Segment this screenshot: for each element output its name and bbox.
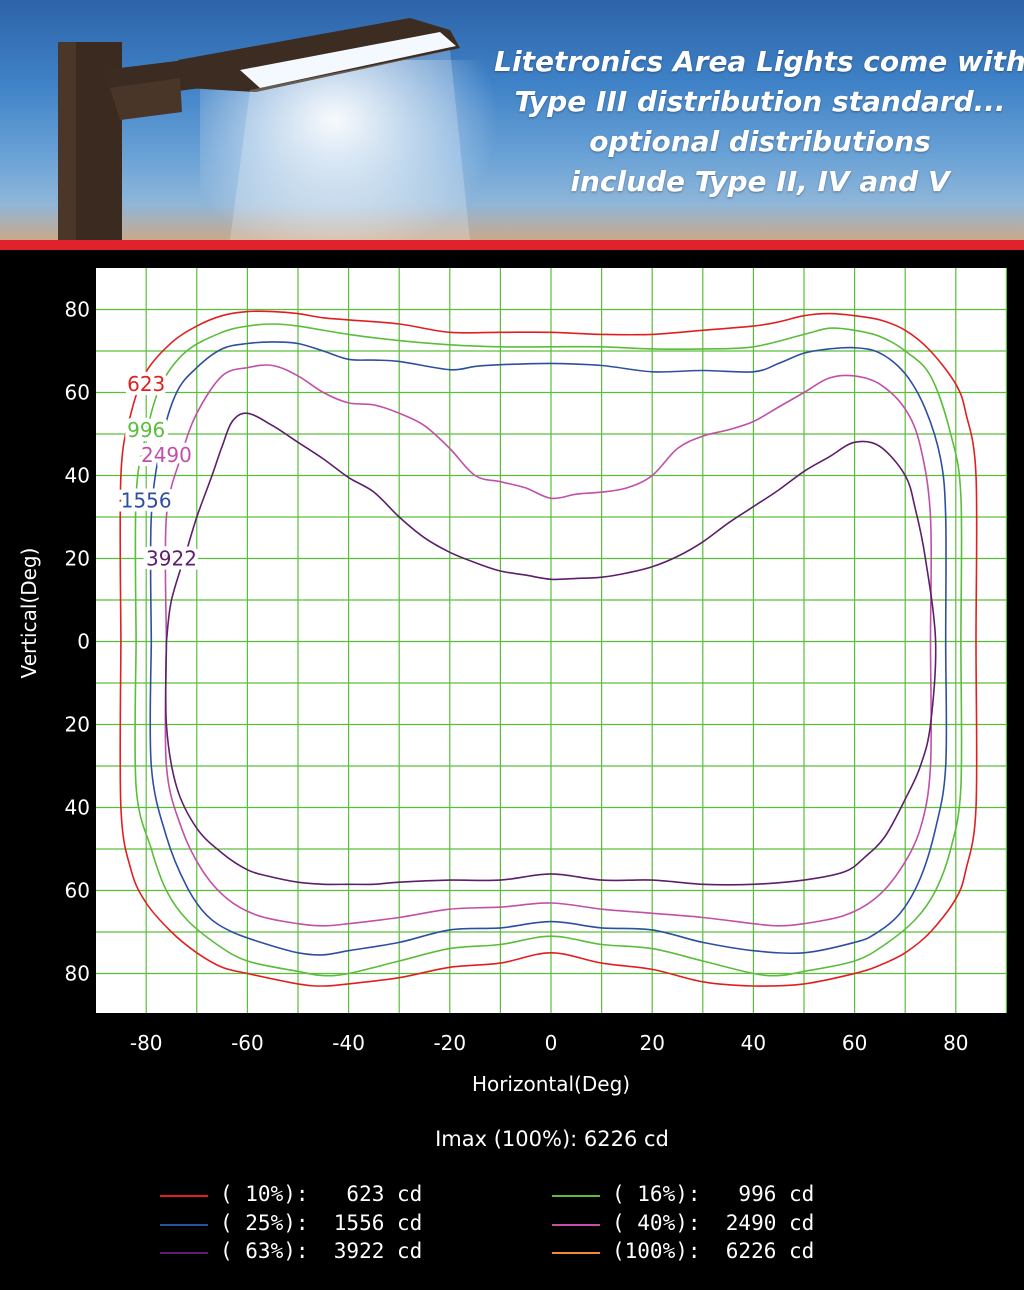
y-axis-ticks: 80 60 40 20 0 20 40 60 80 <box>65 298 90 986</box>
contour-2490 <box>164 364 933 927</box>
legend-label: ( 63%): 3922 cd <box>220 1239 423 1263</box>
contour-label-1556: 1556 <box>121 488 172 512</box>
x-tick-label: 20 <box>639 1031 664 1055</box>
banner-headline: Litetronics Area Lights come with Type I… <box>470 42 1024 202</box>
contour-1556 <box>149 341 948 956</box>
x-tick-label: -20 <box>433 1031 466 1055</box>
y-tick-label: 60 <box>65 879 90 903</box>
contour-996 <box>134 323 963 977</box>
legend-swatch <box>552 1224 600 1226</box>
legend-label: ( 10%): 623 cd <box>220 1182 423 1206</box>
legend-label: ( 25%): 1556 cd <box>220 1211 423 1235</box>
y-tick-label: 0 <box>77 630 90 654</box>
y-tick-label: 60 <box>65 381 90 405</box>
legend-swatch <box>160 1252 208 1254</box>
y-tick-label: 20 <box>65 547 90 571</box>
y-tick-label: 20 <box>65 713 90 737</box>
legend-swatch <box>552 1252 600 1254</box>
x-axis-ticks: -80 -60 -40 -20 0 20 40 60 80 <box>130 1031 969 1055</box>
banner-line-3: optional distributions <box>589 125 931 158</box>
x-tick-label: -80 <box>130 1031 163 1055</box>
contour-3922 <box>164 412 937 886</box>
x-tick-label: 60 <box>842 1031 867 1055</box>
legend-label: ( 40%): 2490 cd <box>612 1211 815 1235</box>
imax-label: Imax (100%): 6226 cd <box>435 1127 669 1151</box>
area-light-illustration <box>58 18 470 240</box>
contour-623 <box>119 310 978 987</box>
x-axis-title: Horizontal(Deg) <box>472 1072 630 1096</box>
legend-label: (100%): 6226 cd <box>612 1239 815 1263</box>
x-tick-label: -40 <box>332 1031 365 1055</box>
contour-label-3922: 3922 <box>146 547 197 571</box>
legend-label: ( 16%): 996 cd <box>612 1182 815 1206</box>
y-axis-title: Vertical(Deg) <box>17 548 41 679</box>
x-tick-label: 0 <box>545 1031 558 1055</box>
y-tick-label: 80 <box>65 298 90 322</box>
contour-lines <box>119 310 978 987</box>
promo-banner: Litetronics Area Lights come with Type I… <box>0 0 1024 240</box>
banner-line-4: include Type II, IV and V <box>570 165 950 198</box>
y-tick-label: 80 <box>65 962 90 986</box>
y-tick-label: 40 <box>65 464 90 488</box>
legend-swatch <box>160 1224 208 1226</box>
banner-line-2: Type III distribution standard... <box>514 85 1006 118</box>
contour-label-996: 996 <box>127 418 165 442</box>
contour-label-623: 623 <box>127 372 165 396</box>
y-tick-label: 40 <box>65 796 90 820</box>
x-tick-label: -60 <box>231 1031 264 1055</box>
banner-divider <box>0 240 1024 250</box>
legend-swatch <box>160 1195 208 1197</box>
banner-line-1: Litetronics Area Lights come with <box>494 45 1024 78</box>
x-tick-label: 40 <box>741 1031 766 1055</box>
contour-label-2490: 2490 <box>141 443 192 467</box>
x-tick-label: 80 <box>943 1031 968 1055</box>
legend-swatch <box>552 1195 600 1197</box>
